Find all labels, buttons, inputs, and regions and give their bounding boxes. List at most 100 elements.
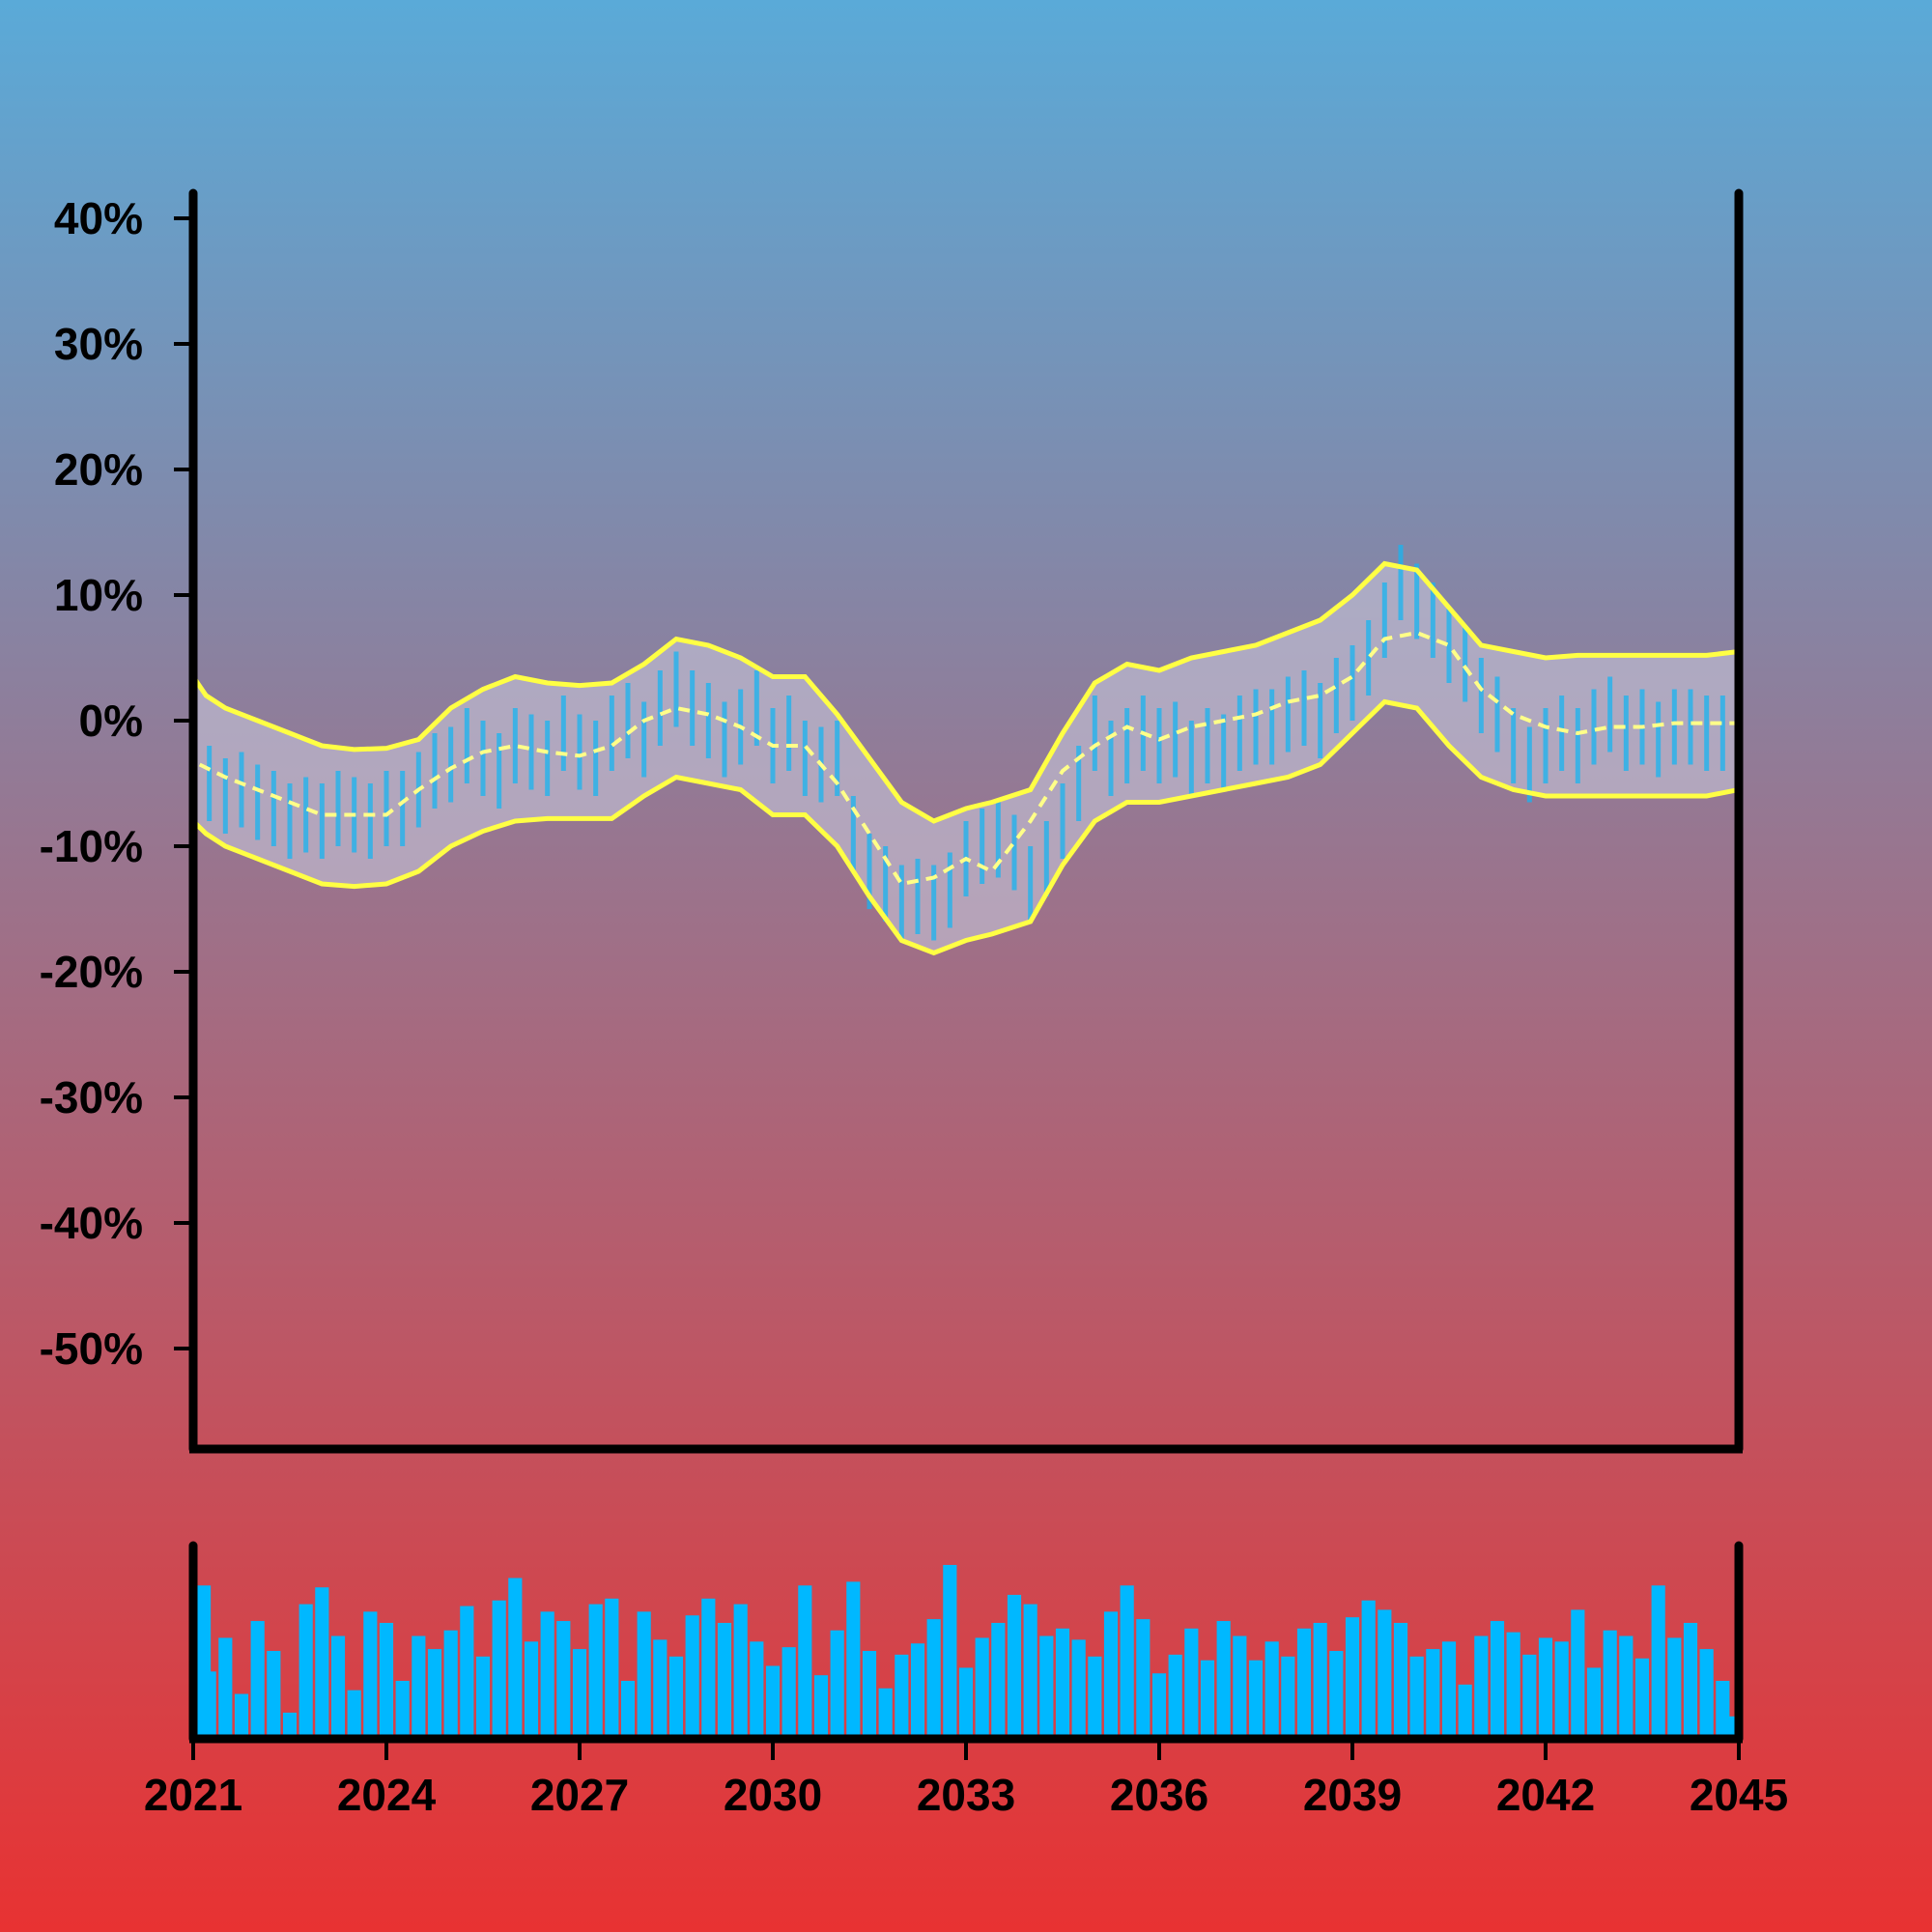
- y-tick-label: -30%: [40, 1072, 143, 1122]
- volume-bar: [685, 1615, 699, 1735]
- x-tick-label: 2021: [144, 1770, 242, 1820]
- volume-bar: [1200, 1660, 1215, 1735]
- volume-bar: [1233, 1635, 1247, 1735]
- y-tick-label: 10%: [54, 570, 143, 620]
- volume-bar: [862, 1651, 877, 1735]
- volume-bar: [1071, 1639, 1086, 1735]
- volume-bar: [620, 1681, 636, 1735]
- volume-bar: [750, 1641, 764, 1735]
- volume-bar: [395, 1681, 410, 1735]
- volume-bar: [1667, 1637, 1682, 1735]
- volume-bar: [1248, 1660, 1264, 1735]
- volume-bar: [605, 1598, 619, 1735]
- volume-bar: [813, 1675, 829, 1735]
- volume-bar: [1554, 1641, 1569, 1735]
- volume-bar: [975, 1637, 989, 1735]
- plot-area: [193, 545, 1739, 956]
- volume-bar: [1458, 1684, 1472, 1735]
- y-tick-label: -40%: [40, 1198, 143, 1248]
- volume-bar: [943, 1565, 957, 1735]
- volume-bar: [556, 1621, 571, 1735]
- volume-bar: [218, 1637, 233, 1735]
- volume-bar: [460, 1605, 474, 1735]
- volume-bar: [475, 1656, 491, 1735]
- volume-bar: [1490, 1621, 1505, 1735]
- volume-bar: [1103, 1611, 1119, 1735]
- moving-average-line: [198, 630, 1739, 887]
- y-tick-label: -10%: [40, 821, 143, 871]
- volume-bar: [347, 1690, 361, 1735]
- volume-bar: [926, 1619, 941, 1735]
- x-tick-label: 2039: [1303, 1770, 1402, 1820]
- volume-bar: [588, 1604, 603, 1735]
- volume-bar: [991, 1623, 1006, 1735]
- volume-bar: [1474, 1635, 1489, 1735]
- volume-bar: [668, 1656, 684, 1735]
- volume-bar: [1313, 1623, 1327, 1735]
- volume-bar: [1426, 1649, 1440, 1735]
- volume-bar: [878, 1688, 893, 1735]
- volume-bar: [443, 1630, 458, 1735]
- volume-bar: [267, 1651, 281, 1735]
- volume-bar: [1683, 1623, 1698, 1735]
- volume-bar: [1651, 1585, 1665, 1735]
- volume-bar: [637, 1611, 651, 1735]
- y-tick-label: -50%: [40, 1323, 143, 1374]
- volume-bar: [379, 1623, 394, 1735]
- volume-bar: [1619, 1635, 1634, 1735]
- volume-bars: [197, 1565, 1735, 1735]
- volume-bar: [1345, 1617, 1360, 1735]
- volume-bar: [1055, 1628, 1070, 1735]
- y-tick-label: 40%: [54, 193, 143, 243]
- y-tick-label: -20%: [40, 947, 143, 997]
- volume-bar: [717, 1623, 732, 1735]
- volume-bar: [1088, 1656, 1102, 1735]
- main-axes: [188, 188, 1744, 1454]
- volume-bar: [1522, 1654, 1537, 1735]
- volume-bar: [572, 1649, 587, 1735]
- volume-bar: [363, 1611, 378, 1735]
- volume-bar: [895, 1654, 909, 1735]
- volume-bar: [298, 1604, 313, 1735]
- volume-bar: [958, 1667, 974, 1735]
- volume-bar: [540, 1611, 554, 1735]
- volume-bar: [1281, 1656, 1295, 1735]
- volume-bar: [653, 1639, 668, 1735]
- volume-bar: [412, 1635, 426, 1735]
- volume-bar: [1441, 1641, 1457, 1735]
- volume-bar: [1699, 1649, 1714, 1735]
- volume-bar: [282, 1712, 298, 1735]
- volume-bar: [781, 1647, 796, 1735]
- x-tick-label: 2045: [1690, 1770, 1788, 1820]
- volume-bar: [1409, 1656, 1424, 1735]
- volume-bar: [524, 1641, 539, 1735]
- volume-bar: [830, 1630, 844, 1735]
- x-tick-label: 2024: [337, 1770, 437, 1820]
- volume-bar: [202, 1671, 216, 1735]
- volume-bar: [1120, 1585, 1134, 1735]
- y-axis-ticks: 40% 30% 20% 10% 0% -10% -20% -30% -40% -50%: [40, 193, 193, 1374]
- volume-bar: [1378, 1609, 1392, 1735]
- x-tick-label: 2033: [917, 1770, 1015, 1820]
- volume-bar: [1634, 1658, 1650, 1735]
- volume-bar: [798, 1585, 812, 1735]
- x-tick-label: 2027: [530, 1770, 629, 1820]
- volume-bar: [910, 1643, 925, 1735]
- y-tick-label: 0%: [79, 696, 143, 746]
- volume-bar: [315, 1587, 329, 1735]
- volume-bar: [1506, 1632, 1520, 1735]
- x-tick-label: 2030: [724, 1770, 822, 1820]
- volume-bar: [1023, 1604, 1037, 1735]
- y-tick-label: 30%: [54, 319, 143, 369]
- volume-bar: [330, 1635, 346, 1735]
- volume-bar: [701, 1598, 716, 1735]
- volume-bar: [1361, 1600, 1376, 1735]
- volume-bar: [1393, 1623, 1408, 1735]
- volume-bar: [1007, 1594, 1022, 1735]
- volume-bar: [1329, 1651, 1344, 1735]
- volume-bar: [1168, 1654, 1182, 1735]
- volume-bar: [508, 1577, 523, 1735]
- volume-bar: [1586, 1667, 1602, 1735]
- volume-bar: [1720, 1716, 1735, 1735]
